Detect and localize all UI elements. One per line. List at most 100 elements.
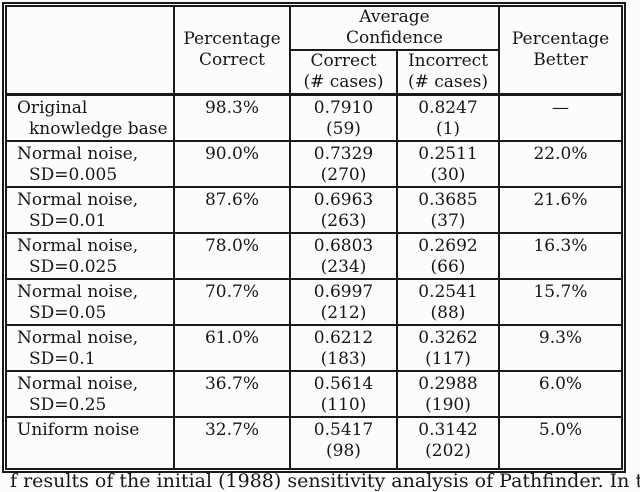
conf-correct-cell: 0.5417 (98) [289, 416, 398, 470]
header-average-confidence: Average Confidence [289, 5, 500, 51]
results-table-frame: Percentage Correct Average Confidence Pe… [2, 2, 626, 473]
pct-better-cell: 22.0% [498, 140, 623, 188]
row-label-cell: Normal noise, SD=0.01 [5, 186, 175, 234]
conf-incorrect-cell: 0.2988 (190) [396, 370, 500, 418]
row-label-cell: Normal noise, SD=0.025 [5, 232, 175, 280]
pct-better-cell: 9.3% [498, 324, 623, 372]
header-line: Incorrect [407, 51, 489, 71]
conf-correct-cell: 0.5614 (110) [289, 370, 398, 418]
table-row: Normal noise, SD=0.1 61.0% 0.6212 (183) … [5, 324, 623, 372]
row-label-line1: Normal noise, [17, 236, 139, 256]
row-label-cell: Uniform noise [5, 416, 175, 470]
header-line: (# cases) [407, 72, 489, 92]
conf-incorrect-cell: 0.2541 (88) [396, 278, 500, 326]
conf-correct-cell: 0.7910 (59) [289, 93, 398, 142]
conf-value: 0.2988 [418, 374, 478, 394]
conf-value: 0.7329 [313, 144, 374, 164]
header-line: Percentage [511, 29, 610, 49]
pct-better-cell: — [498, 93, 623, 142]
conf-value: 0.7910 [313, 98, 374, 118]
row-label-line1: Normal noise, [17, 190, 139, 210]
conf-value: 0.5614 [313, 374, 374, 394]
conf-cases: (98) [326, 441, 361, 461]
row-label-cell: Normal noise, SD=0.1 [5, 324, 175, 372]
pct-better-cell: 16.3% [498, 232, 623, 280]
table-row: Normal noise, SD=0.01 87.6% 0.6963 (263)… [5, 186, 623, 234]
header-line: Confidence [345, 28, 443, 48]
row-label-cell: Original knowledge base [5, 93, 175, 142]
pct-correct-cell: 32.7% [173, 416, 291, 470]
table-row: Normal noise, SD=0.005 90.0% 0.7329 (270… [5, 140, 623, 188]
row-label-line1: Uniform noise [17, 420, 140, 440]
conf-cases: (88) [430, 303, 466, 323]
conf-value: 0.6963 [313, 190, 374, 210]
sensitivity-results-table: Percentage Correct Average Confidence Pe… [5, 5, 623, 470]
conf-incorrect-cell: 0.3685 (37) [396, 186, 500, 234]
table-row: Normal noise, SD=0.25 36.7% 0.5614 (110)… [5, 370, 623, 418]
corner-cell-empty [5, 5, 175, 96]
conf-cases: (234) [320, 257, 367, 277]
row-label-line1: Original [17, 98, 88, 118]
pct-correct-cell: 36.7% [173, 370, 291, 418]
conf-cases: (183) [320, 349, 367, 369]
pct-correct-cell: 87.6% [173, 186, 291, 234]
header-row-sub: Correct (# cases) Incorrect (# cases) [6, 49, 622, 96]
row-label-line2: SD=0.05 [29, 303, 107, 323]
pct-correct-cell: 78.0% [173, 232, 291, 280]
conf-cases: (202) [425, 441, 471, 461]
conf-incorrect-cell: 0.8247 (1) [396, 93, 500, 142]
table-row: Original knowledge base 98.3% 0.7910 (59… [5, 93, 623, 142]
pct-correct-cell: 61.0% [173, 324, 291, 372]
row-label-line1: Normal noise, [17, 144, 139, 164]
conf-value: 0.3262 [418, 328, 478, 348]
pct-better-cell: 15.7% [498, 278, 623, 326]
header-row-top: Percentage Correct Average Confidence Pe… [5, 5, 623, 96]
conf-value: 0.6997 [313, 282, 374, 302]
conf-cases: (1) [435, 119, 461, 139]
row-label-cell: Normal noise, SD=0.005 [5, 140, 175, 188]
table-row: Normal noise, SD=0.025 78.0% 0.6803 (234… [5, 232, 623, 280]
conf-value: 0.3142 [418, 420, 478, 440]
row-label-line2: SD=0.005 [29, 165, 118, 185]
conf-cases: (37) [430, 211, 466, 231]
conf-value: 0.2511 [418, 144, 478, 164]
row-label-line2: knowledge base [29, 119, 168, 139]
conf-cases: (110) [320, 395, 367, 415]
conf-value: 0.2692 [418, 236, 478, 256]
row-label-cell: Normal noise, SD=0.05 [5, 278, 175, 326]
table-row: Uniform noise 32.7% 0.5417 (98) 0.3142 (… [5, 416, 623, 470]
conf-incorrect-cell: 0.2511 (30) [396, 140, 500, 188]
conf-correct-cell: 0.7329 (270) [289, 140, 398, 188]
conf-value: 0.6212 [313, 328, 374, 348]
header-line: Correct [199, 50, 265, 70]
conf-value: 0.6803 [313, 236, 374, 256]
conf-cases: (66) [430, 257, 466, 277]
header-percentage-better: Percentage Better [498, 5, 623, 96]
row-label-line1: Normal noise, [17, 374, 139, 394]
header-line: Correct [310, 51, 377, 71]
header-line: (# cases) [303, 72, 384, 92]
conf-correct-cell: 0.6803 (234) [289, 232, 398, 280]
conf-value: 0.2541 [418, 282, 478, 302]
row-label-line1: Normal noise, [17, 282, 139, 302]
header-line: Average [359, 7, 430, 27]
header-line: Better [533, 50, 588, 70]
header-percentage-correct: Percentage Correct [173, 5, 291, 96]
conf-correct-cell: 0.6997 (212) [289, 278, 398, 326]
header-correct-cases: Correct (# cases) [289, 49, 398, 96]
pct-better-cell: 5.0% [498, 416, 623, 470]
conf-cases: (190) [425, 395, 471, 415]
pct-better-cell: 21.6% [498, 186, 623, 234]
row-label-line2: SD=0.01 [29, 211, 107, 231]
table-row: Normal noise, SD=0.05 70.7% 0.6997 (212)… [5, 278, 623, 326]
header-line: Percentage [183, 29, 281, 49]
conf-cases: (30) [430, 165, 466, 185]
pct-correct-cell: 70.7% [173, 278, 291, 326]
pct-better-cell: 6.0% [498, 370, 623, 418]
header-incorrect-cases: Incorrect (# cases) [396, 49, 500, 96]
conf-cases: (212) [320, 303, 367, 323]
row-label-line2: SD=0.1 [29, 349, 96, 369]
pct-correct-cell: 98.3% [173, 93, 291, 142]
conf-correct-cell: 0.6963 (263) [289, 186, 398, 234]
conf-value: 0.3685 [418, 190, 478, 210]
